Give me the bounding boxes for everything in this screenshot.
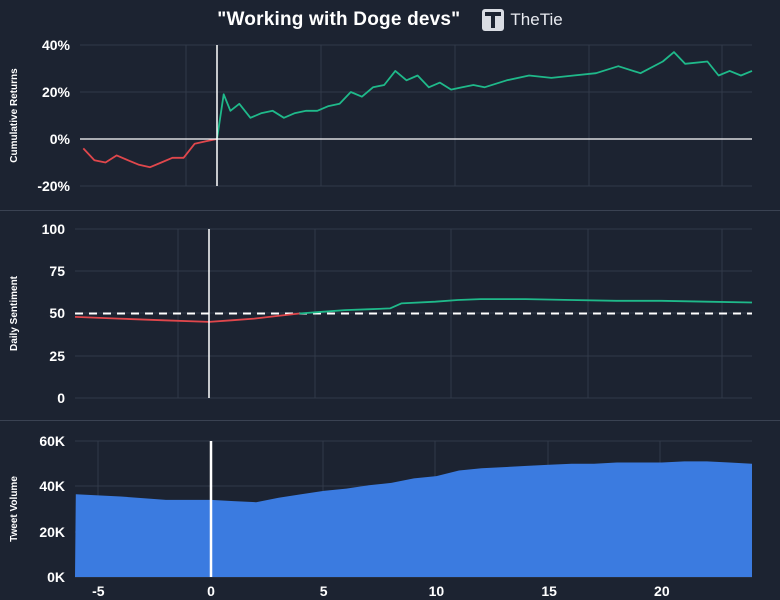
x-tick-label: 15 bbox=[541, 583, 557, 599]
chart-header: "Working with Doge devs" TheTie bbox=[0, 4, 780, 36]
x-tick-label: -5 bbox=[92, 583, 105, 599]
y-tick-label: 50 bbox=[49, 305, 65, 321]
y-tick-label: 40K bbox=[39, 478, 65, 494]
brand: TheTie bbox=[482, 9, 563, 31]
chart-title: "Working with Doge devs" bbox=[217, 9, 461, 30]
tweet-volume-area bbox=[75, 461, 752, 577]
y-tick-label: 0% bbox=[50, 131, 71, 147]
x-tick-label: 20 bbox=[654, 583, 670, 599]
panel-divider bbox=[0, 210, 780, 211]
thetie-logo-icon bbox=[482, 9, 505, 31]
y-axis-label: Tweet Volume bbox=[9, 476, 20, 542]
y-tick-label: 0K bbox=[47, 569, 65, 585]
y-tick-label: 0 bbox=[57, 390, 65, 406]
y-tick-label: 75 bbox=[49, 263, 65, 279]
x-tick-label: 10 bbox=[429, 583, 445, 599]
post-event-series-line bbox=[216, 51, 753, 140]
panel-divider bbox=[0, 420, 780, 421]
x-tick-label: 5 bbox=[320, 583, 328, 599]
y-tick-label: 40% bbox=[42, 37, 71, 53]
y-tick-label: 100 bbox=[42, 221, 66, 237]
y-tick-label: 60K bbox=[39, 433, 65, 449]
y-axis-label: Daily Sentiment bbox=[9, 275, 20, 351]
post-event-series-line bbox=[299, 298, 753, 315]
y-axis-label: Cumulative Returns bbox=[9, 68, 20, 163]
pre-event-series-line bbox=[82, 138, 218, 169]
brand-name: TheTie bbox=[510, 10, 563, 29]
y-tick-label: 20% bbox=[42, 84, 71, 100]
y-tick-label: 25 bbox=[49, 348, 65, 364]
volume-panel: 60K 40K 20K 0K Tweet Volume -5 0 5 10 15 20 bbox=[9, 433, 752, 599]
x-tick-label: 0 bbox=[207, 583, 215, 599]
y-tick-label: 20K bbox=[39, 524, 65, 540]
pre-event-series-line bbox=[74, 312, 300, 323]
sentiment-panel: 100 75 50 25 0 Daily Sentiment bbox=[9, 221, 753, 406]
y-tick-label: -20% bbox=[37, 178, 70, 194]
returns-panel: 40% 20% 0% -20% Cumulative Returns bbox=[9, 37, 753, 194]
